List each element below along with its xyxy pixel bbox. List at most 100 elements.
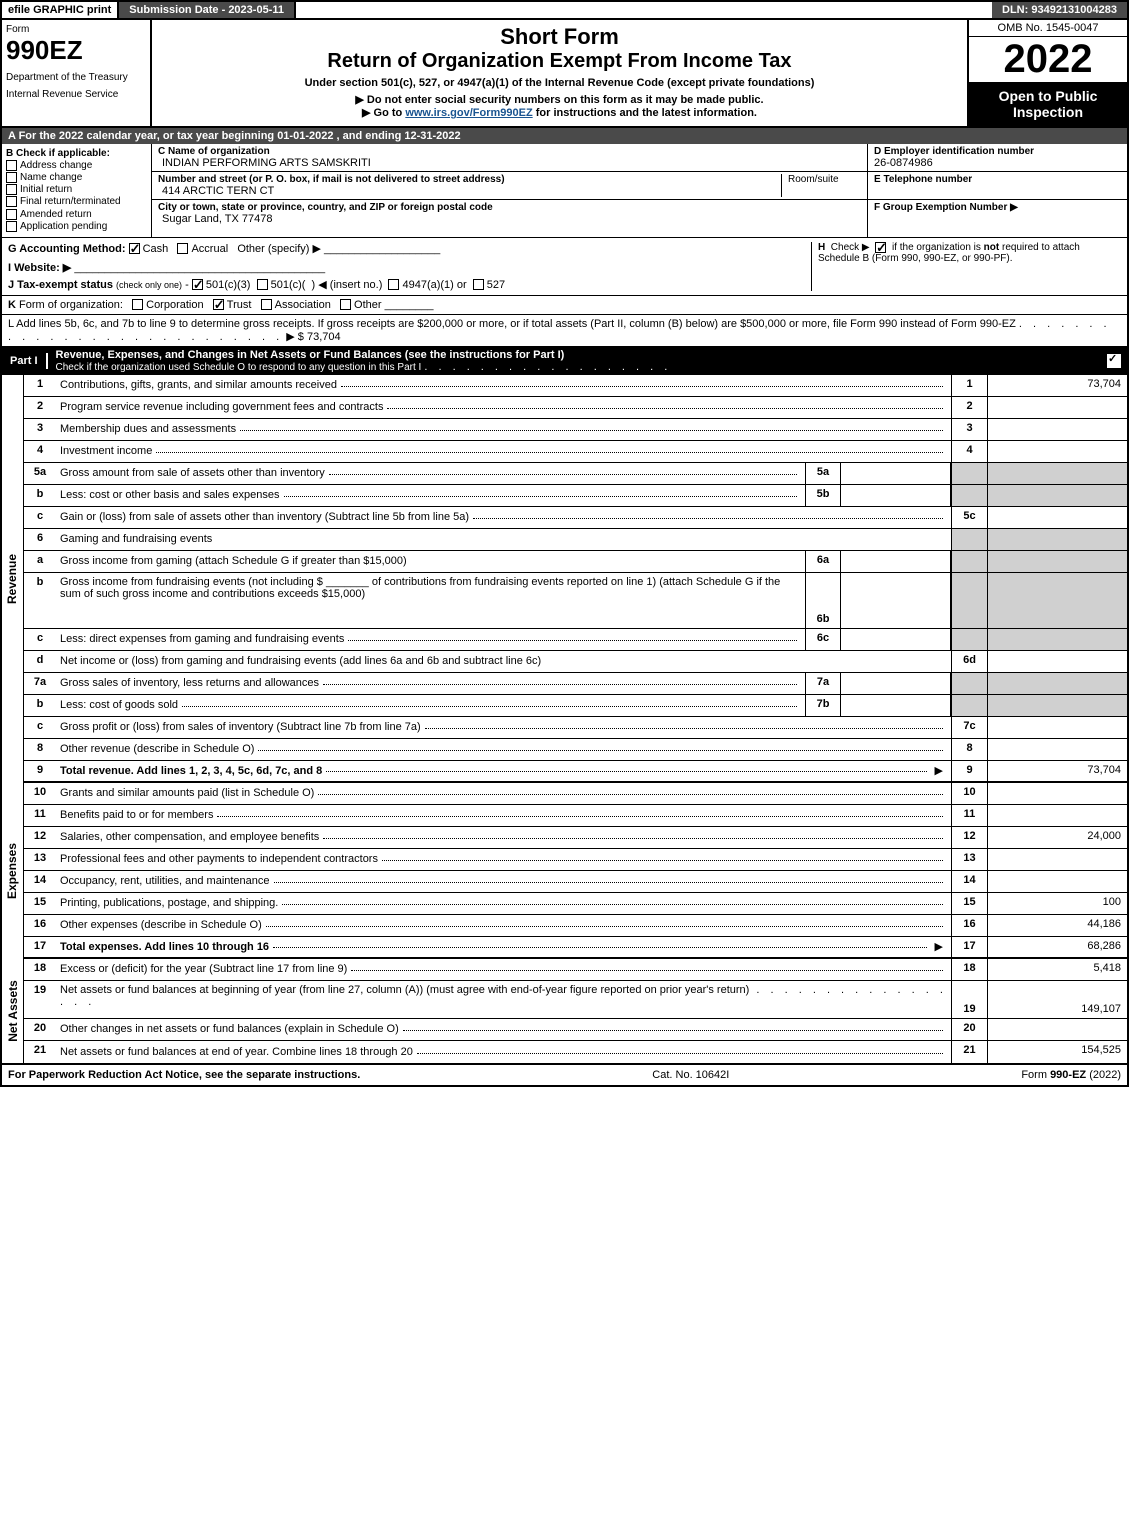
chk-final-return[interactable]: Final return/terminated [6, 196, 147, 207]
c-street-cell: Number and street (or P. O. box, if mail… [152, 172, 867, 200]
line-5c: cGain or (loss) from sale of assets othe… [24, 507, 1127, 529]
line-8: 8Other revenue (describe in Schedule O)8 [24, 739, 1127, 761]
b-label: B Check if applicable: [6, 148, 110, 159]
omb-number: OMB No. 1545-0047 [969, 20, 1127, 37]
line-21: 21Net assets or fund balances at end of … [24, 1041, 1127, 1063]
title-short-form: Short Form [156, 24, 963, 50]
line-2: 2Program service revenue including gover… [24, 397, 1127, 419]
line-11: 11Benefits paid to or for members11 [24, 805, 1127, 827]
chk-not-required[interactable] [875, 242, 886, 253]
row-g-h: G Accounting Method: Cash Accrual Other … [2, 238, 1127, 296]
note-goto: ▶ Go to www.irs.gov/Form990EZ for instru… [156, 106, 963, 119]
chk-name-change[interactable]: Name change [6, 172, 147, 183]
expenses-section: Expenses 10Grants and similar amounts pa… [2, 783, 1127, 959]
e-phone-cell: E Telephone number [868, 172, 1127, 200]
subtitle: Under section 501(c), 527, or 4947(a)(1)… [156, 77, 963, 89]
netassets-side-label: Net Assets [2, 959, 24, 1063]
chk-corp[interactable] [132, 299, 143, 310]
expenses-side-label: Expenses [2, 783, 24, 959]
header-right: OMB No. 1545-0047 2022 Open to Public In… [967, 20, 1127, 126]
net-assets-section: Net Assets 18Excess or (deficit) for the… [2, 959, 1127, 1063]
c-name-cell: C Name of organization INDIAN PERFORMING… [152, 144, 867, 172]
note-ssn: ▶ Do not enter social security numbers o… [156, 93, 963, 106]
c-city-cell: City or town, state or province, country… [152, 200, 867, 227]
col-b: B Check if applicable: Address change Na… [2, 144, 152, 237]
org-street: 414 ARCTIC TERN CT [162, 185, 505, 197]
form-header: Form 990EZ Department of the Treasury In… [2, 20, 1127, 128]
top-bar: efile GRAPHIC print Submission Date - 20… [2, 2, 1127, 20]
tax-year: 2022 [969, 37, 1127, 82]
open-to-public: Open to Public Inspection [969, 82, 1127, 126]
line-6a: aGross income from gaming (attach Schedu… [24, 551, 1127, 573]
section-b-to-f: B Check if applicable: Address change Na… [2, 144, 1127, 238]
line-16: 16Other expenses (describe in Schedule O… [24, 915, 1127, 937]
g-accounting: G Accounting Method: Cash Accrual Other … [8, 242, 811, 291]
line-3: 3Membership dues and assessments3 [24, 419, 1127, 441]
h-schedule-b: H Check ▶ if the organization is not req… [811, 242, 1121, 291]
org-city: Sugar Land, TX 77478 [162, 213, 493, 225]
submission-date: Submission Date - 2023-05-11 [119, 2, 296, 18]
footer-cat: Cat. No. 10642I [652, 1069, 729, 1081]
f-label: F Group Exemption Number ▶ [874, 202, 1121, 213]
form-label: Form [6, 24, 146, 35]
chk-application-pending[interactable]: Application pending [6, 221, 147, 232]
revenue-section: Revenue 1Contributions, gifts, grants, a… [2, 375, 1127, 783]
dept-treasury: Department of the Treasury [6, 72, 146, 83]
line-5a: 5aGross amount from sale of assets other… [24, 463, 1127, 485]
l-amount: ▶ $ 73,704 [286, 331, 340, 343]
line-7c: cGross profit or (loss) from sales of in… [24, 717, 1127, 739]
line-6d: dNet income or (loss) from gaming and fu… [24, 651, 1127, 673]
part-1-title: Revenue, Expenses, and Changes in Net As… [48, 347, 1101, 375]
part-1-tag: Part I [2, 353, 48, 369]
chk-trust[interactable] [213, 299, 224, 310]
line-6c: cLess: direct expenses from gaming and f… [24, 629, 1127, 651]
line-1: 1Contributions, gifts, grants, and simil… [24, 375, 1127, 397]
i-website: I Website: ▶ [8, 262, 71, 274]
line-12: 12Salaries, other compensation, and empl… [24, 827, 1127, 849]
efile-label[interactable]: efile GRAPHIC print [2, 2, 119, 18]
dln-number: DLN: 93492131004283 [992, 2, 1127, 18]
chk-4947[interactable] [388, 279, 399, 290]
line-10: 10Grants and similar amounts paid (list … [24, 783, 1127, 805]
row-a-calendar: A For the 2022 calendar year, or tax yea… [2, 128, 1127, 144]
line-13: 13Professional fees and other payments t… [24, 849, 1127, 871]
line-17: 17Total expenses. Add lines 10 through 1… [24, 937, 1127, 959]
irs-link[interactable]: www.irs.gov/Form990EZ [405, 107, 532, 119]
c-city-label: City or town, state or province, country… [158, 202, 493, 213]
line-4: 4Investment income4 [24, 441, 1127, 463]
d-ein-cell: D Employer identification number 26-0874… [868, 144, 1127, 172]
chk-initial-return[interactable]: Initial return [6, 184, 147, 195]
line-18: 18Excess or (deficit) for the year (Subt… [24, 959, 1127, 981]
page-footer: For Paperwork Reduction Act Notice, see … [2, 1063, 1127, 1085]
c-name-label: C Name of organization [158, 146, 371, 157]
room-suite-label: Room/suite [781, 174, 861, 197]
footer-right: Form 990-EZ (2022) [1021, 1069, 1121, 1081]
line-6: 6Gaming and fundraising events [24, 529, 1127, 551]
chk-address-change[interactable]: Address change [6, 160, 147, 171]
chk-accrual[interactable] [177, 243, 188, 254]
chk-amended[interactable]: Amended return [6, 209, 147, 220]
chk-527[interactable] [473, 279, 484, 290]
line-14: 14Occupancy, rent, utilities, and mainte… [24, 871, 1127, 893]
line-19: 19Net assets or fund balances at beginni… [24, 981, 1127, 1019]
dept-irs: Internal Revenue Service [6, 89, 146, 100]
c-street-label: Number and street (or P. O. box, if mail… [158, 174, 505, 185]
f-group-cell: F Group Exemption Number ▶ [868, 200, 1127, 215]
col-de: D Employer identification number 26-0874… [867, 144, 1127, 237]
header-center: Short Form Return of Organization Exempt… [152, 20, 967, 126]
line-6b: bGross income from fundraising events (n… [24, 573, 1127, 629]
chk-501c[interactable] [257, 279, 268, 290]
line-15: 15Printing, publications, postage, and s… [24, 893, 1127, 915]
line-9: 9Total revenue. Add lines 1, 2, 3, 4, 5c… [24, 761, 1127, 783]
row-l: L Add lines 5b, 6c, and 7b to line 9 to … [2, 315, 1127, 347]
chk-other-org[interactable] [340, 299, 351, 310]
line-20: 20Other changes in net assets or fund ba… [24, 1019, 1127, 1041]
col-c: C Name of organization INDIAN PERFORMING… [152, 144, 867, 237]
chk-assoc[interactable] [261, 299, 272, 310]
chk-cash[interactable] [129, 243, 140, 254]
chk-501c3[interactable] [192, 279, 203, 290]
form-number: 990EZ [6, 35, 146, 66]
part-1-checkbox[interactable] [1107, 354, 1121, 368]
org-name: INDIAN PERFORMING ARTS SAMSKRITI [162, 157, 371, 169]
revenue-side-label: Revenue [2, 375, 24, 783]
